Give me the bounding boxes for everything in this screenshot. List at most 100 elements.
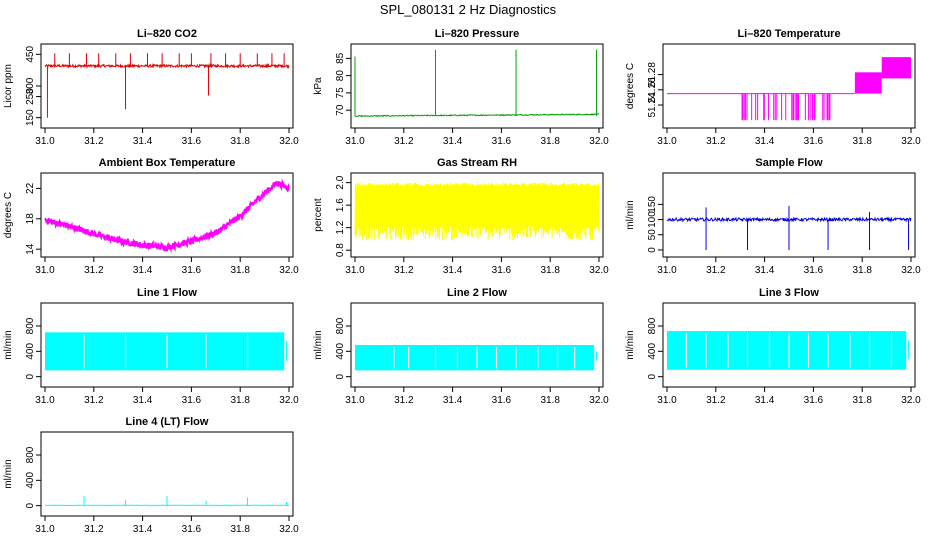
- y-tick-label: 400: [25, 343, 36, 360]
- y-axis-label: Licor ppm: [3, 64, 14, 108]
- x-axis: 31.0 31.2 31.4 31.6 31.8 32.0: [657, 128, 921, 147]
- y-tick-label: 800: [335, 317, 346, 334]
- data-series: [44, 178, 290, 253]
- x-tick-label: 31.0: [657, 136, 677, 147]
- x-tick-label: 31.2: [84, 395, 104, 406]
- x-tick-label: 32.0: [589, 265, 609, 276]
- y-tick-label: 800: [25, 446, 36, 463]
- y-axis-label: ml/min: [313, 330, 324, 359]
- y-tick-label: 2.0: [335, 175, 346, 189]
- y-tick-label: 400: [25, 472, 36, 489]
- data-series: [355, 345, 598, 371]
- x-tick-label: 31.0: [345, 395, 365, 406]
- y-tick-label: 51.28: [647, 62, 658, 87]
- data-series: [45, 332, 288, 371]
- y-tick-label: 85: [335, 52, 346, 64]
- x-tick-label: 31.6: [492, 136, 512, 147]
- panel-line3: Line 3 Flow ml/min 31.0 31.2 31.4 31.6 31.8 32.…: [625, 287, 921, 406]
- x-axis: 31.0 31.2 31.4 31.6 31.8 32.0: [35, 257, 299, 276]
- x-tick-label: 31.6: [804, 265, 824, 276]
- x-tick-label: 32.0: [901, 265, 921, 276]
- flow-band: [667, 331, 907, 370]
- x-tick-label: 31.2: [394, 265, 414, 276]
- pressure-line: [354, 113, 600, 118]
- y-axis: 0 400 800: [647, 317, 663, 379]
- y-axis-label: ml/min: [625, 200, 636, 229]
- y-tick-label: 75: [335, 87, 346, 99]
- y-axis-label: percent: [313, 198, 324, 232]
- y-axis: 70 75 80 85: [335, 52, 351, 116]
- y-tick-label: 150: [25, 109, 36, 126]
- x-tick-label: 31.6: [804, 136, 824, 147]
- y-tick-label: 22: [25, 182, 36, 194]
- panel-title: Gas Stream RH: [437, 157, 517, 169]
- x-tick-label: 31.8: [852, 136, 872, 147]
- x-tick-label: 31.0: [35, 395, 55, 406]
- x-tick-label: 31.8: [540, 136, 560, 147]
- y-tick-label: 400: [335, 343, 346, 360]
- data-series: [667, 57, 911, 121]
- x-axis: 31.0 31.2 31.4 31.6 31.8 32.0: [345, 257, 609, 276]
- x-tick-label: 31.4: [755, 136, 775, 147]
- y-tick-label: 0: [335, 373, 346, 379]
- x-tick-label: 31.0: [35, 524, 55, 535]
- data-series: [354, 182, 600, 241]
- x-tick-label: 31.6: [804, 395, 824, 406]
- x-tick-label: 31.6: [182, 524, 202, 535]
- panel-boxtemp: Ambient Box Temperature degrees C 31.0 31.2…: [3, 157, 299, 276]
- x-axis: 31.0 31.2 31.4 31.6 31.8 32.0: [657, 387, 921, 406]
- x-tick-label: 31.2: [706, 136, 726, 147]
- x-tick-label: 31.2: [706, 395, 726, 406]
- x-tick-label: 32.0: [279, 265, 299, 276]
- x-tick-label: 31.4: [133, 395, 153, 406]
- y-tick-label: 70: [335, 104, 346, 116]
- data-series: [666, 205, 912, 250]
- x-tick-label: 32.0: [589, 395, 609, 406]
- x-tick-label: 31.8: [540, 395, 560, 406]
- x-tick-label: 31.8: [230, 395, 250, 406]
- box-temp-line: [44, 178, 290, 253]
- line4-flow-line: [44, 504, 290, 507]
- plot-frame: [350, 302, 604, 388]
- figure-title: SPL_080131 2 Hz Diagnostics: [379, 2, 557, 17]
- y-axis-label: kPa: [313, 77, 324, 95]
- x-tick-label: 31.2: [394, 395, 414, 406]
- x-tick-label: 31.8: [230, 136, 250, 147]
- x-tick-label: 31.2: [706, 265, 726, 276]
- y-tick-label: 1.6: [335, 198, 346, 212]
- y-tick-label: 450: [25, 46, 36, 63]
- x-tick-label: 31.0: [35, 136, 55, 147]
- x-tick-label: 31.4: [133, 136, 153, 147]
- plot-frame: [662, 43, 916, 129]
- y-tick-label: 50: [647, 229, 658, 241]
- x-tick-label: 31.6: [492, 265, 512, 276]
- y-tick-label: 800: [647, 317, 658, 334]
- panel-title: Li–820 Temperature: [737, 28, 840, 40]
- panel-line1: Line 1 Flow ml/min 31.0 31.2 31.4 31.6 31.8 32.…: [3, 287, 299, 406]
- x-axis: 31.0 31.2 31.4 31.6 31.8 32.0: [35, 387, 299, 406]
- x-tick-label: 32.0: [279, 524, 299, 535]
- y-axis-label: degrees C: [3, 192, 14, 238]
- x-tick-label: 32.0: [901, 395, 921, 406]
- x-tick-label: 31.8: [852, 395, 872, 406]
- x-tick-label: 31.2: [84, 136, 104, 147]
- panel-title: Li–820 Pressure: [435, 28, 519, 40]
- x-tick-label: 31.8: [230, 524, 250, 535]
- x-tick-label: 31.8: [852, 265, 872, 276]
- y-tick-label: 0.8: [335, 243, 346, 257]
- data-series: [44, 496, 290, 507]
- y-tick-label: 0: [647, 247, 658, 253]
- panel-title: Line 1 Flow: [137, 287, 197, 299]
- y-tick-label: 14: [25, 243, 36, 255]
- x-tick-label: 31.0: [345, 265, 365, 276]
- x-tick-label: 31.4: [133, 524, 153, 535]
- x-tick-label: 32.0: [279, 395, 299, 406]
- y-tick-label: 0: [25, 502, 36, 508]
- x-tick-label: 31.4: [755, 265, 775, 276]
- x-tick-label: 31.6: [182, 395, 202, 406]
- data-series: [667, 331, 910, 370]
